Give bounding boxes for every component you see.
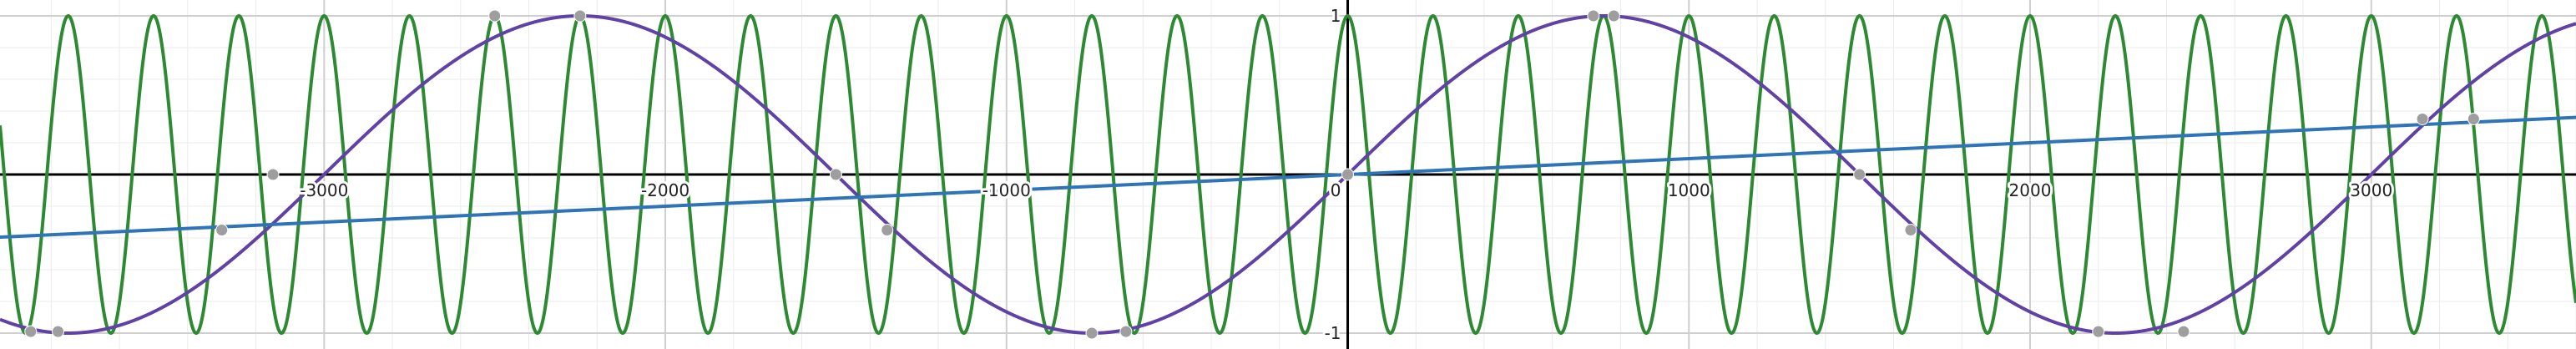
- y-tick-label: -1: [1325, 323, 1341, 343]
- curve-point[interactable]: [1341, 168, 1355, 181]
- x-tick-label: -2000: [641, 180, 689, 200]
- curve-point[interactable]: [573, 9, 587, 23]
- linear-curve[interactable]: [0, 115, 2576, 240]
- curve-point[interactable]: [215, 224, 229, 236]
- x-tick-label: -3000: [300, 180, 348, 200]
- curve-point[interactable]: [1085, 326, 1099, 340]
- x-tick-label-halo: -1000: [982, 180, 1031, 200]
- curve-point[interactable]: [488, 9, 502, 23]
- curves-layer: [0, 14, 2576, 335]
- curve-point[interactable]: [1904, 224, 1917, 236]
- cosine-curve[interactable]: [0, 14, 2576, 335]
- x-tick-label-halo: -3000: [300, 180, 348, 200]
- x-tick-label-halo: -2000: [641, 180, 689, 200]
- curve-point[interactable]: [829, 168, 842, 181]
- curve-point[interactable]: [266, 168, 280, 181]
- x-tick-label-halo: 2000: [2009, 180, 2052, 200]
- x-tick-label: 1000: [1668, 180, 1710, 200]
- x-tick-label-halo: 3000: [2350, 180, 2392, 200]
- curve-point[interactable]: [2416, 113, 2429, 125]
- curve-point[interactable]: [1853, 168, 1866, 181]
- sine-curve[interactable]: [0, 14, 2576, 335]
- x-tick-label-halo: 1000: [1668, 180, 1710, 200]
- x-tick-label: 3000: [2350, 180, 2392, 200]
- curve-point[interactable]: [1119, 325, 1133, 338]
- curve-point[interactable]: [24, 325, 38, 338]
- curve-point[interactable]: [881, 224, 894, 236]
- curve-point[interactable]: [2092, 325, 2105, 338]
- points-layer: [24, 9, 2480, 340]
- curve-point[interactable]: [51, 325, 64, 338]
- curve-point[interactable]: [2177, 325, 2190, 338]
- x-tick-label: -1000: [982, 180, 1031, 200]
- curve-point[interactable]: [1587, 9, 1600, 23]
- x-tick-label: 2000: [2009, 180, 2052, 200]
- curve-point[interactable]: [2467, 113, 2480, 125]
- y-tick-label: 1: [1331, 6, 1341, 26]
- origin-label-halo: 0: [1331, 180, 1341, 200]
- curve-point[interactable]: [1607, 9, 1620, 23]
- y-tick-label-halo: 1: [1331, 6, 1341, 26]
- origin-label: 0: [1331, 180, 1341, 200]
- y-tick-label-halo: -1: [1325, 323, 1341, 343]
